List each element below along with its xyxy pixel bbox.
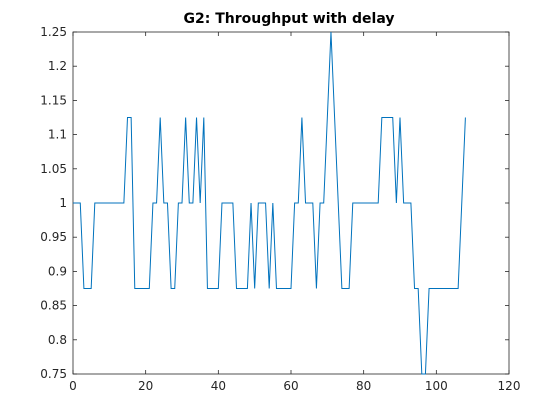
x-tick-label: 80	[356, 379, 371, 393]
y-tick-label: 0.85	[40, 299, 67, 313]
y-tick-label: 1	[59, 196, 67, 210]
plot-area	[72, 31, 510, 375]
x-tick-label: 40	[211, 379, 226, 393]
y-tick-label: 1.05	[40, 162, 67, 176]
y-tick-label: 0.9	[48, 264, 67, 278]
y-tick-label: 0.95	[40, 230, 67, 244]
y-tick-label: 0.75	[40, 367, 67, 381]
series-layer	[73, 31, 466, 375]
y-tick-label: 1.1	[48, 128, 67, 142]
x-tick-label: 120	[498, 379, 521, 393]
chart-title: G2: Throughput with delay	[184, 11, 395, 27]
x-tick-label: 60	[283, 379, 298, 393]
x-tick-label: 20	[138, 379, 153, 393]
y-tick-label: 1.2	[48, 59, 67, 73]
y-tick-label: 0.8	[48, 333, 67, 347]
x-tick-label: 100	[425, 379, 448, 393]
y-tick-label: 1.15	[40, 93, 67, 107]
x-tick-label: 0	[69, 379, 77, 393]
y-tick-label: 1.25	[40, 25, 67, 39]
series-line	[73, 31, 466, 375]
axis-ticks: 0 20 40 60 80 100 120 0.75 0.8 0.85 0.9 0.95 1 1.05 1.…	[40, 25, 520, 393]
